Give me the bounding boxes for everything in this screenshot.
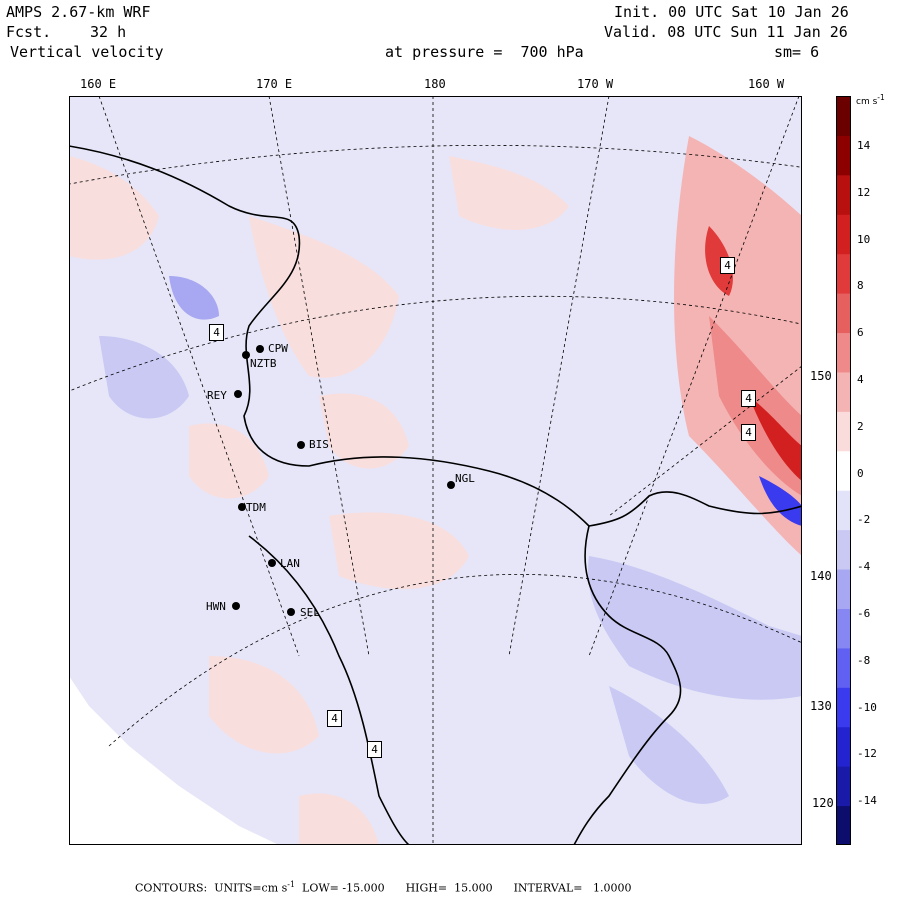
station-label-lan: LAN bbox=[280, 557, 300, 570]
station-label-cpw: CPW bbox=[268, 342, 288, 355]
colorbar-tick-label: 2 bbox=[857, 419, 864, 433]
meridians bbox=[98, 96, 802, 845]
colorbar-segment bbox=[836, 450, 851, 491]
colorbar-tick-label: 4 bbox=[857, 373, 864, 386]
station-label-sel: SEL bbox=[300, 606, 320, 619]
contour-label: 4 bbox=[367, 741, 382, 758]
colorbar-tick-label: -12 bbox=[857, 747, 877, 761]
descent-zones bbox=[99, 276, 802, 804]
station-label-hwn: HWN bbox=[206, 600, 226, 613]
coastline bbox=[69, 145, 802, 527]
colorbar-segment bbox=[836, 726, 851, 767]
colorbar-tick-label: -8 bbox=[857, 653, 871, 667]
contour-label: 4 bbox=[741, 390, 756, 407]
station-marker-hwn bbox=[232, 602, 240, 610]
colorbar-units: cm s-1 bbox=[856, 93, 885, 107]
colorbar-tick-label: -10 bbox=[857, 700, 877, 714]
contour-label: 4 bbox=[327, 710, 342, 727]
colorbar-segment bbox=[836, 569, 851, 609]
colorbar-segment bbox=[836, 805, 851, 845]
contour-label: 4 bbox=[741, 424, 756, 441]
model-title: AMPS 2.67-km WRF bbox=[6, 3, 151, 21]
mountain-coast bbox=[248, 535, 410, 845]
colorbar-segment bbox=[836, 332, 851, 373]
station-label-bis: BIS bbox=[309, 438, 329, 451]
lon-label-170w: 170 W bbox=[577, 77, 614, 91]
colorbar-segment bbox=[836, 647, 851, 688]
contour-label: 4 bbox=[209, 324, 224, 341]
colorbar-segment bbox=[836, 253, 851, 294]
ice-shelf-edge bbox=[573, 525, 682, 845]
colorbar-segment bbox=[836, 766, 851, 807]
colorbar-tick-label: -14 bbox=[857, 794, 877, 808]
contour-info: CONTOURS: UNITS=cm s-1 LOW= -15.000 HIGH… bbox=[135, 880, 632, 895]
forecast-label: Fcst. bbox=[6, 23, 52, 41]
lon-label-160w: 160 W bbox=[748, 77, 785, 91]
domain-outside bbox=[69, 676, 279, 845]
init-time: Init. 00 UTC Sat 10 Jan 26 bbox=[614, 3, 849, 21]
latitude-circles bbox=[69, 144, 802, 747]
pressure-level: at pressure = 700 hPa bbox=[385, 43, 584, 61]
colorbar-tick-label: -2 bbox=[857, 513, 871, 527]
colorbar-segment bbox=[836, 490, 851, 531]
valid-time: Valid. 08 UTC Sun 11 Jan 26 bbox=[604, 23, 848, 41]
colorbar-tick-label: 12 bbox=[857, 185, 871, 199]
colorbar-segment bbox=[836, 687, 851, 728]
forecast-hours: 32 h bbox=[90, 23, 127, 41]
map-frame bbox=[69, 96, 802, 845]
station-label-ngl: NGL bbox=[455, 472, 475, 485]
station-marker-rey bbox=[234, 390, 242, 398]
station-label-tdm: TDM bbox=[246, 501, 266, 514]
lon-label-160e: 160 E bbox=[80, 77, 117, 91]
colorbar-tick-label: -6 bbox=[857, 607, 871, 620]
colorbar-segment bbox=[836, 608, 851, 649]
station-label-rey: REY bbox=[207, 389, 227, 402]
station-marker-cpw bbox=[256, 345, 264, 353]
colorbar-segment bbox=[836, 174, 851, 215]
colorbar-tick-label: 0 bbox=[857, 466, 864, 480]
field-name: Vertical velocity bbox=[10, 43, 164, 61]
colorbar-segment bbox=[836, 96, 851, 136]
colorbar-tick-label: 8 bbox=[857, 279, 864, 293]
colorbar bbox=[836, 96, 851, 845]
colorbar-frame bbox=[836, 96, 851, 845]
station-marker-tdm bbox=[238, 503, 246, 511]
colorbar-segment bbox=[836, 529, 851, 570]
contour-label: 4 bbox=[720, 257, 735, 274]
colorbar-tick-label: 6 bbox=[857, 326, 864, 340]
colorbar-tick-label: 10 bbox=[857, 232, 871, 246]
lon-label-180: 180 bbox=[424, 77, 446, 91]
colorbar-tick-label: 14 bbox=[857, 139, 871, 152]
smoothing: sm= 6 bbox=[774, 43, 820, 61]
station-marker-ngl bbox=[447, 481, 455, 489]
colorbar-segment bbox=[836, 135, 851, 176]
station-marker-bis bbox=[297, 441, 305, 449]
station-marker-lan bbox=[268, 559, 276, 567]
weak-ascent-patches bbox=[69, 156, 569, 845]
colorbar-segment bbox=[836, 214, 851, 255]
vertical-velocity-map bbox=[69, 96, 802, 845]
colorbar-tick-label: -4 bbox=[857, 560, 871, 574]
colorbar-segment bbox=[836, 411, 851, 452]
station-marker-nztb bbox=[242, 351, 250, 359]
station-label-nztb: NZTB bbox=[250, 357, 277, 370]
station-marker-sel bbox=[287, 608, 295, 616]
colorbar-segment bbox=[836, 293, 851, 334]
colorbar-segment bbox=[836, 371, 851, 412]
lon-label-170e: 170 E bbox=[256, 77, 293, 91]
